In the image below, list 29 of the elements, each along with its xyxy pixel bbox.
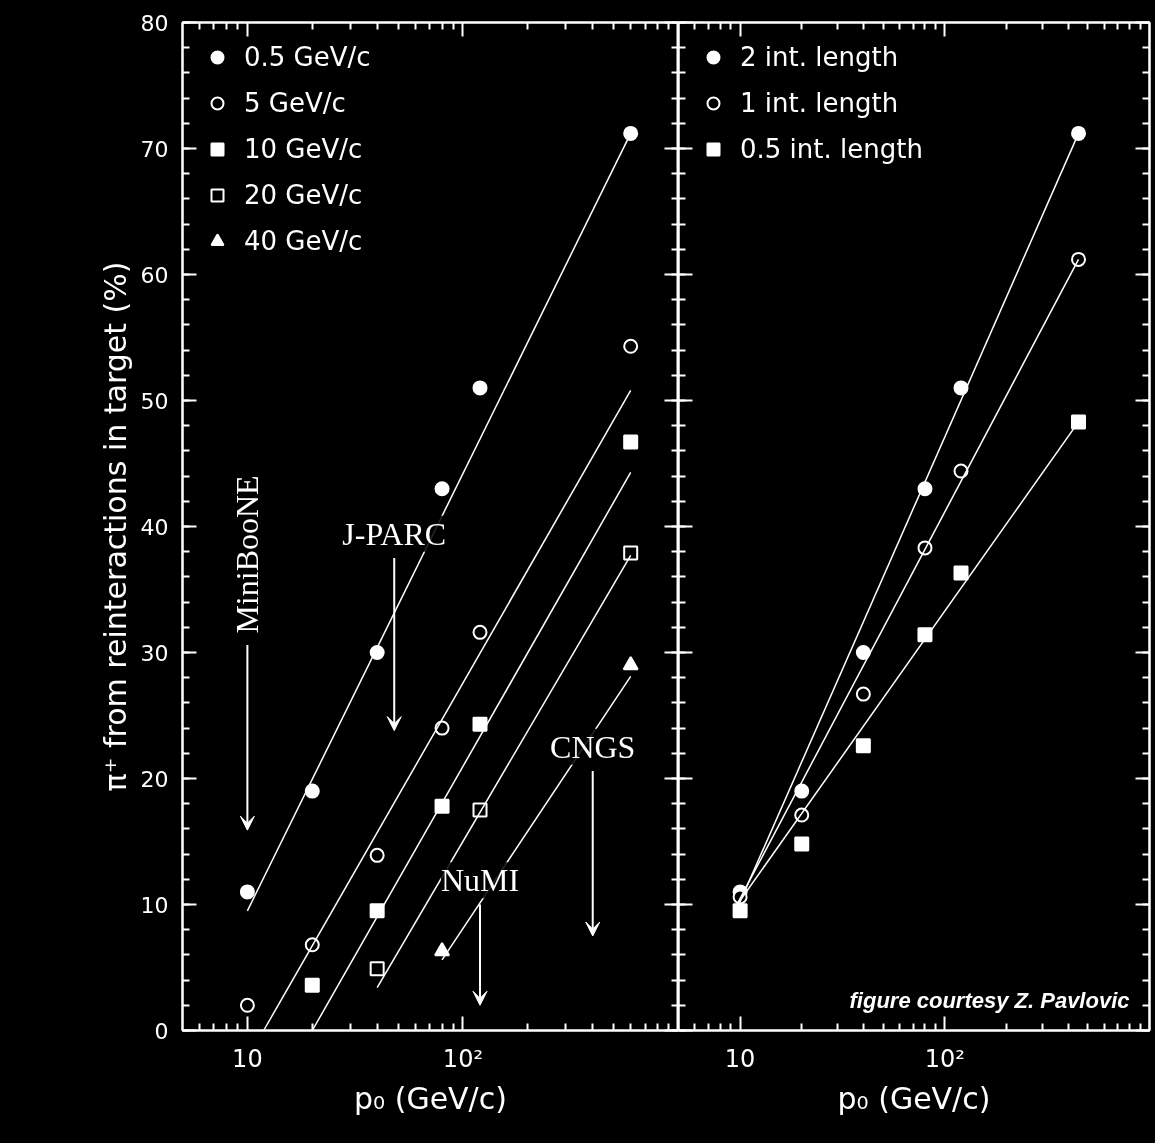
annotation: NuMI	[440, 862, 520, 899]
y-tick-label: 50	[140, 388, 169, 414]
legend-label: 20 GeV/c	[244, 180, 363, 210]
legend-label: 1 int. length	[740, 88, 899, 118]
annotation: figure courtesy Z. Pavlovic	[849, 987, 1130, 1013]
x-axis-title: p₀ (GeV/c)	[837, 1080, 991, 1116]
annotation: J-PARC	[342, 515, 447, 552]
y-tick-label: 0	[154, 1018, 169, 1044]
y-tick-label: 10	[140, 892, 169, 918]
legend-label: 0.5 int. length	[740, 134, 923, 164]
y-tick-label: 60	[140, 262, 169, 288]
legend-label: 0.5 GeV/c	[244, 42, 371, 72]
y-tick-label: 70	[140, 136, 169, 162]
y-tick-label: 20	[140, 766, 169, 792]
legend-label: 40 GeV/c	[244, 226, 363, 256]
x-axis-title: p₀ (GeV/c)	[354, 1080, 507, 1116]
x-tick-label: 10²	[442, 1044, 484, 1073]
annotation: CNGS	[550, 728, 636, 765]
legend-label: 10 GeV/c	[244, 134, 363, 164]
y-tick-label: 30	[140, 640, 169, 666]
y-tick-label: 40	[140, 514, 169, 540]
annotation: MiniBooNE	[229, 475, 266, 634]
x-tick-label: 10	[232, 1044, 263, 1073]
legend-label: 2 int. length	[740, 42, 899, 72]
y-axis-title: π⁺ from reinteractions in target (%)	[97, 261, 133, 792]
x-tick-label: 10²	[924, 1044, 965, 1073]
x-tick-label: 10	[724, 1044, 756, 1073]
legend-label: 5 GeV/c	[244, 88, 346, 118]
y-tick-label: 80	[140, 10, 169, 36]
